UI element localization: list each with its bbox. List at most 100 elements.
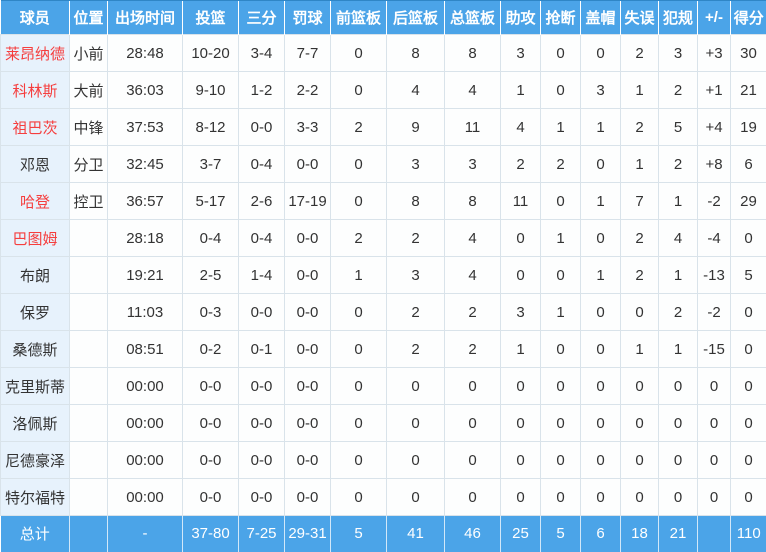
cell-tov: 0	[621, 479, 659, 516]
cell-dreb: 0	[387, 368, 445, 405]
player-name-cell: 克里斯蒂	[1, 368, 70, 405]
total-cell-pf: 21	[659, 516, 698, 552]
cell-pts: 6	[731, 146, 766, 183]
cell-dreb: 0	[387, 405, 445, 442]
cell-pf: 1	[659, 331, 698, 368]
cell-stl: 2	[541, 146, 581, 183]
cell-ft: 7-7	[285, 35, 331, 72]
cell-pm: -13	[698, 257, 731, 294]
cell-oreb: 0	[331, 442, 387, 479]
cell-ft: 0-0	[285, 146, 331, 183]
col-header-blk: 盖帽	[581, 1, 621, 35]
cell-ast: 1	[501, 331, 541, 368]
cell-pts: 30	[731, 35, 766, 72]
cell-pm: 0	[698, 405, 731, 442]
cell-blk: 3	[581, 72, 621, 109]
cell-blk: 1	[581, 109, 621, 146]
player-name-cell: 保罗	[1, 294, 70, 331]
player-name-cell: 巴图姆	[1, 220, 70, 257]
cell-three: 2-6	[239, 183, 285, 220]
player-name-cell: 尼德豪泽	[1, 442, 70, 479]
cell-pf: 2	[659, 146, 698, 183]
cell-fg: 0-0	[183, 405, 239, 442]
cell-pm: 0	[698, 442, 731, 479]
cell-stl: 0	[541, 442, 581, 479]
cell-oreb: 0	[331, 368, 387, 405]
player-name-cell: 莱昂纳德	[1, 35, 70, 72]
cell-pts: 0	[731, 368, 766, 405]
cell-pos	[70, 257, 108, 294]
cell-pf: 0	[659, 405, 698, 442]
cell-time: 36:57	[108, 183, 183, 220]
cell-time: 28:48	[108, 35, 183, 72]
cell-blk: 0	[581, 368, 621, 405]
cell-time: 00:00	[108, 368, 183, 405]
total-label-cell: 总计	[1, 516, 70, 552]
cell-time: 32:45	[108, 146, 183, 183]
col-header-tov: 失误	[621, 1, 659, 35]
cell-ft: 17-19	[285, 183, 331, 220]
cell-dreb: 2	[387, 220, 445, 257]
total-cell-ft: 29-31	[285, 516, 331, 552]
cell-stl: 1	[541, 294, 581, 331]
cell-dreb: 9	[387, 109, 445, 146]
cell-pf: 2	[659, 72, 698, 109]
cell-oreb: 0	[331, 405, 387, 442]
col-header-ft: 罚球	[285, 1, 331, 35]
cell-dreb: 0	[387, 479, 445, 516]
total-cell-time: -	[108, 516, 183, 552]
cell-dreb: 3	[387, 146, 445, 183]
player-name-cell: 布朗	[1, 257, 70, 294]
cell-pts: 29	[731, 183, 766, 220]
cell-pos	[70, 442, 108, 479]
cell-pts: 5	[731, 257, 766, 294]
cell-pts: 0	[731, 442, 766, 479]
cell-oreb: 0	[331, 146, 387, 183]
total-cell-blk: 6	[581, 516, 621, 552]
cell-three: 0-0	[239, 368, 285, 405]
cell-ft: 0-0	[285, 257, 331, 294]
cell-oreb: 0	[331, 72, 387, 109]
cell-blk: 0	[581, 294, 621, 331]
player-name-cell: 特尔福特	[1, 479, 70, 516]
cell-pos	[70, 220, 108, 257]
cell-ft: 0-0	[285, 368, 331, 405]
cell-ast: 3	[501, 35, 541, 72]
cell-fg: 0-0	[183, 442, 239, 479]
cell-ft: 0-0	[285, 294, 331, 331]
cell-dreb: 4	[387, 72, 445, 109]
cell-time: 00:00	[108, 405, 183, 442]
cell-treb: 3	[445, 146, 501, 183]
total-cell-ast: 25	[501, 516, 541, 552]
cell-time: 11:03	[108, 294, 183, 331]
cell-time: 00:00	[108, 479, 183, 516]
cell-ft: 2-2	[285, 72, 331, 109]
cell-treb: 0	[445, 442, 501, 479]
cell-pos: 控卫	[70, 183, 108, 220]
cell-time: 00:00	[108, 442, 183, 479]
total-cell-pos	[70, 516, 108, 552]
cell-treb: 0	[445, 479, 501, 516]
cell-ft: 3-3	[285, 109, 331, 146]
cell-fg: 0-3	[183, 294, 239, 331]
cell-oreb: 2	[331, 109, 387, 146]
cell-tov: 1	[621, 72, 659, 109]
cell-pf: 1	[659, 257, 698, 294]
cell-blk: 1	[581, 257, 621, 294]
cell-three: 1-2	[239, 72, 285, 109]
cell-stl: 0	[541, 35, 581, 72]
cell-stl: 0	[541, 183, 581, 220]
total-cell-oreb: 5	[331, 516, 387, 552]
cell-pf: 2	[659, 294, 698, 331]
cell-pm: -15	[698, 331, 731, 368]
cell-tov: 7	[621, 183, 659, 220]
cell-ast: 2	[501, 146, 541, 183]
cell-treb: 0	[445, 368, 501, 405]
cell-pf: 4	[659, 220, 698, 257]
cell-pts: 0	[731, 479, 766, 516]
